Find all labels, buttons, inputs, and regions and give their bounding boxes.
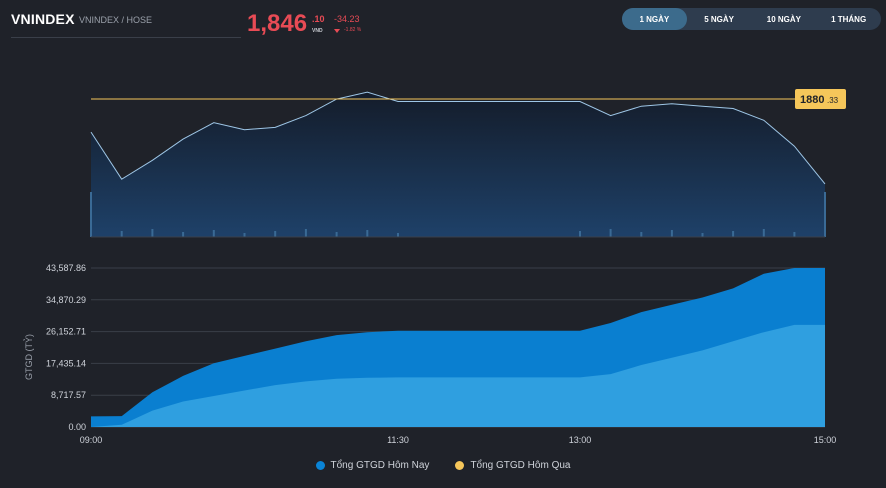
value-y-tick: 0.00: [68, 422, 86, 432]
tab-1-thang[interactable]: 1 THÁNG: [831, 14, 867, 24]
price-volume-bar: [609, 229, 612, 237]
reference-label: 1880 .33: [795, 89, 846, 109]
legend-dot-yesterday: [455, 461, 465, 470]
price-main: 1,846: [247, 10, 308, 37]
value-y-tick: 26,152.71: [46, 327, 86, 337]
value-y-tick: 34,870.29: [46, 295, 86, 305]
price-volume-bar: [151, 229, 154, 237]
price-volume-bar: [670, 230, 673, 237]
value-y-tick: 43,587.86: [46, 263, 86, 273]
legend-item-today[interactable]: Tổng GTGD Hôm Nay: [315, 460, 430, 471]
value-x-tick: 11:30: [387, 435, 409, 445]
tab-1-ngay[interactable]: 1 NGÀY: [622, 8, 687, 30]
price-volume-bar: [397, 233, 399, 237]
reference-label-decimal: .33: [827, 96, 839, 105]
legend-dot-today: [315, 461, 325, 470]
value-chart[interactable]: 0.00 8,717.57 17,435.14 26,152.71 34,870.29 4…: [0, 250, 886, 460]
price-volume-bar: [212, 230, 215, 237]
header-divider: [11, 37, 241, 38]
price-volume-bar: [90, 192, 92, 237]
price-volume-bar: [640, 232, 643, 237]
value-x-tick: 15:00: [814, 435, 837, 445]
price-change-pct: -1.82 %: [344, 27, 362, 33]
price-volume-bar: [335, 232, 338, 237]
reference-label-main: 1880: [800, 94, 824, 106]
value-y-tick: 17,435.14: [46, 358, 86, 368]
price-volume-bar: [793, 232, 796, 237]
chart-legend: Tổng GTGD Hôm Nay Tổng GTGD Hôm Qua: [0, 460, 886, 471]
value-axis-label: GTGD (TỶ): [23, 334, 34, 380]
period-tabs: 1 NGÀY 5 NGÀY 10 NGÀY 1 THÁNG: [622, 8, 881, 30]
price-area: [91, 92, 825, 237]
price-volume-bar: [274, 231, 277, 237]
legend-label-today: Tổng GTGD Hôm Nay: [330, 460, 430, 471]
price-volume-bar: [824, 192, 826, 237]
price-chart[interactable]: 1880 .33: [0, 0, 886, 245]
price-decimal: .10: [312, 14, 325, 24]
index-subtitle: VNINDEX / HOSE: [79, 15, 153, 25]
price-volume-bar: [243, 233, 246, 237]
price-volume-bar: [701, 233, 704, 237]
value-x-tick: 13:00: [569, 435, 592, 445]
value-area-yesterday: [91, 324, 825, 427]
price-change: -34.23: [334, 14, 360, 24]
price-volume-bar: [182, 232, 185, 237]
value-x-tick: 09:00: [80, 435, 103, 445]
legend-item-yesterday[interactable]: Tổng GTGD Hôm Qua: [455, 460, 570, 471]
tab-5-ngay[interactable]: 5 NGÀY: [704, 14, 735, 24]
index-title: VNINDEX: [11, 11, 75, 27]
price-currency: VND: [312, 28, 323, 34]
price-volume-bar: [120, 231, 123, 237]
price-volume-bar: [579, 231, 581, 237]
tab-10-ngay[interactable]: 10 NGÀY: [766, 14, 801, 24]
price-volume-bar: [304, 229, 307, 237]
down-arrow-icon: [334, 29, 340, 33]
price-volume-bar: [732, 231, 735, 237]
value-y-tick: 8,717.57: [51, 390, 86, 400]
legend-label-yesterday: Tổng GTGD Hôm Qua: [470, 460, 571, 471]
price-volume-bar: [366, 230, 369, 237]
price-line: [90, 91, 826, 185]
price-volume-bar: [762, 229, 765, 237]
